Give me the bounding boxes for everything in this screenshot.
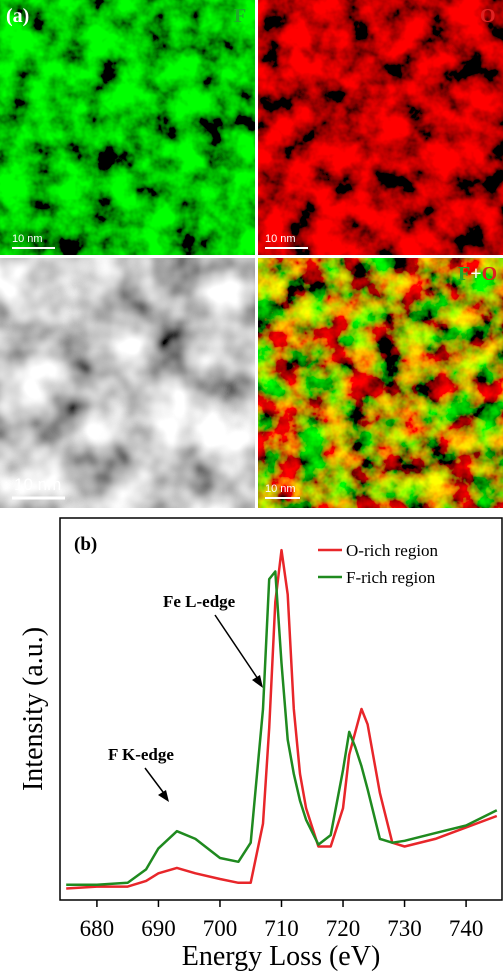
overlay-plus: +: [470, 263, 481, 285]
panel-label: (b): [74, 534, 97, 555]
series-line: [66, 550, 497, 888]
overlay-o: O: [482, 263, 498, 285]
eds-maps: (a) F O F+O 10 nm 10 nm 10 nm 10 nm: [0, 0, 503, 508]
o-map: [258, 0, 503, 255]
map-label: F: [234, 5, 246, 27]
legend-label: F-rich region: [346, 568, 436, 587]
overlay-label: F+O: [458, 263, 497, 285]
annotation-arrow: [215, 615, 260, 682]
arrow-head: [158, 790, 169, 802]
scale-bar-label: 10 nm: [265, 483, 296, 495]
x-tick-label: 710: [264, 916, 299, 941]
legend-label: O-rich region: [346, 541, 439, 560]
scale-bar-label: 10 nm: [265, 233, 296, 245]
y-axis-title: Intensity (a.u.): [18, 627, 49, 791]
x-tick-label: 730: [387, 916, 422, 941]
figure: (a) F O F+O 10 nm 10 nm 10 nm 10 nm (b) …: [0, 0, 503, 979]
series-line: [66, 572, 497, 885]
f-map: [0, 0, 255, 255]
x-tick-label: 720: [326, 916, 361, 941]
x-tick-label: 700: [203, 916, 238, 941]
x-axis-title: Energy Loss (eV): [182, 941, 381, 972]
arrow-head: [252, 675, 263, 688]
annotation: F K-edge: [108, 745, 174, 764]
annotation: Fe L-edge: [163, 592, 236, 611]
overlay-f: F: [458, 263, 470, 285]
x-tick-label: 690: [141, 916, 176, 941]
annotation-arrow: [145, 768, 166, 796]
x-tick-label: 740: [449, 916, 484, 941]
scale-bar-label: 10 nm: [14, 475, 61, 494]
scale-bar-label: 10 nm: [12, 233, 43, 245]
overlay-map: [258, 258, 503, 508]
panel-label: (a): [6, 5, 29, 27]
map-label: O: [480, 5, 496, 27]
plot-frame: [60, 518, 502, 900]
haadf-image: [0, 258, 255, 508]
x-tick-label: 680: [80, 916, 115, 941]
